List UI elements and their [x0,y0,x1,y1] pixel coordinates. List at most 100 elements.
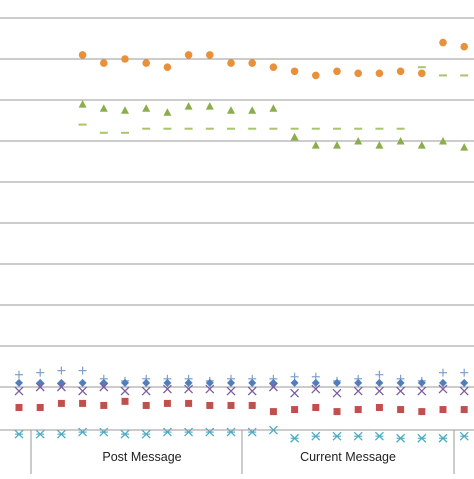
data-markers [14,38,469,443]
data-point-square [397,406,405,414]
x-stroke [226,386,236,396]
data-point-diamond [15,378,23,387]
data-point-triangle [290,132,299,141]
x-stroke [141,386,151,396]
data-point-square [291,406,299,414]
data-point-dash [333,127,341,130]
data-point-x [459,386,469,396]
data-point-square [460,406,468,414]
data-point-dash [163,127,172,130]
data-point-square [57,399,65,407]
data-point-x [332,388,342,398]
data-point-circle [78,51,87,59]
data-point-circle [184,51,193,59]
data-point-dash [460,74,469,77]
data-point-x [120,386,130,396]
data-point-x [141,386,151,396]
data-point-diamond [184,378,193,387]
data-point-star [120,429,130,439]
data-point-star [290,433,300,443]
x-stroke [438,384,448,394]
data-point-triangle [163,108,172,116]
data-point-square [185,399,193,407]
data-point-square [375,404,383,411]
data-point-square [269,408,277,416]
x-stroke [396,386,406,396]
x-stroke [290,388,300,398]
data-point-diamond [57,378,66,387]
x-stroke [35,382,45,392]
data-point-diamond [205,378,214,387]
data-point-circle [418,69,426,78]
data-point-circle [333,67,341,76]
x-stroke [120,386,130,396]
data-point-x [78,386,88,396]
x-axis: Post Message Current Message [0,429,474,474]
data-point-triangle [375,141,384,149]
data-point-dash [417,66,426,69]
x-stroke [78,386,88,396]
x-stroke [247,386,257,396]
data-point-square [79,399,87,407]
data-point-dash [121,131,129,134]
data-point-circle [269,63,278,71]
data-point-plus [439,368,447,377]
data-point-square [163,399,171,407]
data-point-dash [142,127,151,130]
data-point-star [162,427,172,437]
data-point-x [184,384,194,394]
data-point-plus [78,366,87,375]
data-point-star [78,427,88,437]
data-point-dash [248,127,257,130]
data-point-diamond [417,378,426,387]
data-point-circle [354,69,363,78]
data-point-square [333,408,341,416]
data-point-x [226,386,236,396]
data-point-square [142,401,150,409]
data-point-x [353,386,363,396]
data-point-dash [227,127,235,130]
x-stroke [162,384,172,394]
data-point-triangle [333,141,341,149]
data-point-x [268,382,278,392]
data-point-x [99,382,109,392]
data-point-diamond [142,378,151,387]
data-point-x [56,382,66,392]
x-stroke [417,386,427,396]
data-point-diamond [163,378,172,387]
data-point-plus [375,370,384,379]
data-point-x [35,382,45,392]
data-point-star [184,427,194,437]
data-point-triangle [227,106,235,114]
data-point-star [459,431,469,441]
x-stroke [311,384,321,394]
data-point-dash [99,131,108,134]
data-point-triangle [121,106,129,114]
data-point-circle [206,51,214,59]
data-point-triangle [417,141,426,149]
data-point-star [99,427,109,437]
data-point-diamond [375,378,384,387]
data-point-star [141,429,151,439]
data-point-circle [439,38,447,47]
data-point-diamond [99,378,108,387]
data-point-diamond [78,378,87,387]
data-point-triangle [311,141,320,149]
data-point-circle [312,71,320,80]
x-stroke [56,382,66,392]
data-point-x [417,386,427,396]
data-point-star [247,427,257,437]
data-point-circle [375,69,384,78]
data-point-circle [100,59,108,67]
data-point-star [35,429,45,439]
data-point-x [247,386,257,396]
data-point-star [353,431,363,441]
data-point-dash [311,127,320,130]
data-point-dash [354,127,363,130]
data-point-x [438,384,448,394]
data-point-triangle [142,104,151,112]
data-point-star [205,427,215,437]
data-point-diamond [311,378,320,387]
x-stroke [268,382,278,392]
